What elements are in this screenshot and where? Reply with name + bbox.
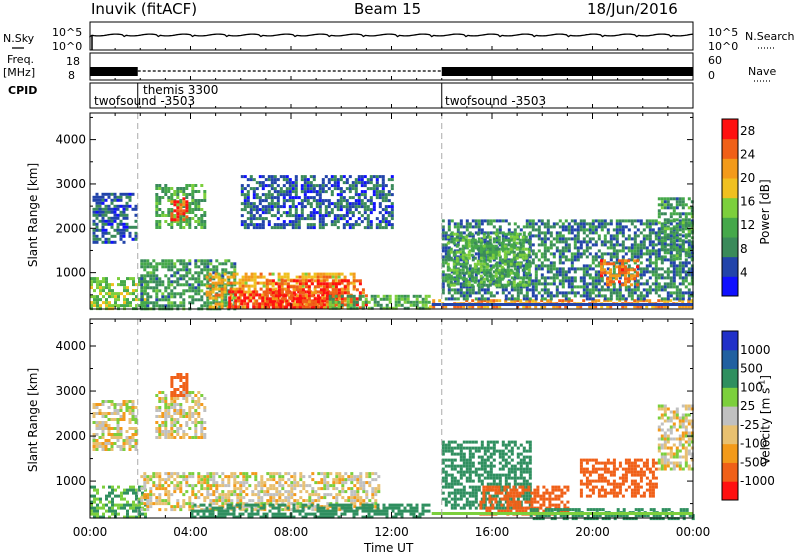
power-colorbar-swatch	[722, 178, 738, 198]
velocity-colorbar-tick: 25	[740, 399, 755, 413]
power-colorbar-tick: 8	[740, 242, 748, 256]
power-colorbar-swatch	[722, 158, 738, 178]
velocity-colorbar-tick: 500	[740, 362, 763, 376]
freq-band	[90, 67, 138, 76]
power-colorbar-swatch	[722, 257, 738, 277]
power-colorbar-tick: 28	[740, 124, 755, 138]
x-tick-label: 20:00	[575, 525, 610, 539]
velocity-colorbar-swatch	[722, 350, 738, 369]
y-tick-label: 1000	[55, 266, 86, 280]
power-colorbar-tick: 16	[740, 195, 755, 209]
velocity-data-region	[170, 373, 188, 397]
velocity-colorbar-swatch	[722, 481, 738, 500]
velocity-colorbar-swatch	[722, 425, 738, 444]
power-colorbar-swatch	[722, 237, 738, 257]
velocity-colorbar-tick: -1000	[740, 474, 775, 488]
x-tick-label: 00:00	[676, 525, 711, 539]
y-tick-label: 2000	[55, 221, 86, 235]
y-tick-label: 4000	[55, 339, 86, 353]
near-range-band	[432, 512, 693, 515]
power-colorbar-swatch	[722, 198, 738, 218]
y-tick-label: 2000	[55, 429, 86, 443]
velocity-colorbar-swatch	[722, 406, 738, 425]
velocity-colorbar-swatch	[722, 387, 738, 406]
y-tick-label: 3000	[55, 177, 86, 191]
power-colorbar-tick: 20	[740, 171, 755, 185]
velocity-colorbar-swatch	[722, 331, 738, 350]
y-tick-label: 3000	[55, 384, 86, 398]
velocity-colorbar-swatch	[722, 444, 738, 463]
y-tick-label: 4000	[55, 133, 86, 147]
velocity-colorbar-tick: -500	[740, 455, 767, 469]
velocity-colorbar-swatch	[722, 369, 738, 388]
power-colorbar-tick: 4	[740, 265, 748, 279]
x-tick-label: 16:00	[475, 525, 510, 539]
velocity-colorbar-tick: 100	[740, 380, 763, 394]
velocity-colorbar-tick: 1000	[740, 343, 771, 357]
power-colorbar-swatch	[722, 139, 738, 159]
power-colorbar-swatch	[722, 217, 738, 237]
velocity-colorbar-tick: -100	[740, 437, 767, 451]
x-tick-label: 12:00	[374, 525, 409, 539]
velocity-colorbar-tick: -25	[740, 418, 760, 432]
velocity-colorbar-swatch	[722, 462, 738, 481]
power-colorbar-tick: 12	[740, 218, 755, 232]
nsky-trace	[90, 34, 693, 37]
x-tick-label: 08:00	[274, 525, 309, 539]
x-tick-label: 00:00	[73, 525, 108, 539]
near-range-band	[432, 303, 693, 306]
y-tick-label: 1000	[55, 474, 86, 488]
x-tick-label: 04:00	[173, 525, 208, 539]
power-colorbar-swatch	[722, 276, 738, 296]
power-colorbar-swatch	[722, 119, 738, 139]
power-colorbar-tick: 24	[740, 147, 755, 161]
freq-band	[442, 67, 693, 76]
